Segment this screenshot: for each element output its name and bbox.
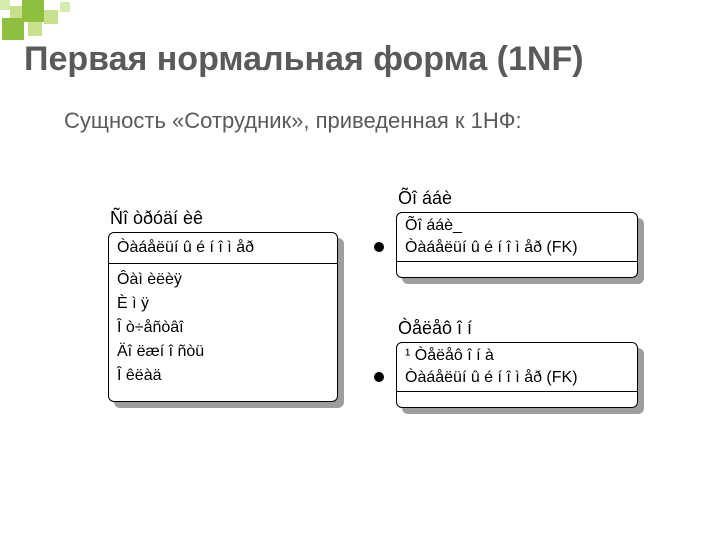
employee-attr-0: Ôàì èëèÿ — [117, 271, 182, 289]
employee-attr-2: Î ò÷åñòâî — [117, 319, 184, 337]
connector-bullet-1 — [374, 242, 384, 252]
hobby-row-0: Õî ááè_ — [405, 217, 462, 235]
phone-row-1: Òàáåëüí û é í î ì åð (FK) — [405, 369, 578, 387]
slide-subtitle: Сущность «Сотрудник», приведенная к 1НФ: — [64, 108, 522, 134]
entity-label-phone: Òåëåô î í — [398, 318, 472, 339]
slide-canvas: { "colors": { "background": "#ffffff", "… — [0, 0, 720, 540]
employee-attr-3: Äî ëæí î ñòü — [117, 343, 204, 361]
slide-title: Первая нормальная форма (1NF) — [24, 40, 584, 79]
hobby-row-1: Òàáåëüí û é í î ì åð (FK) — [405, 239, 578, 257]
entity-label-hobby: Õî ááè — [398, 188, 452, 209]
employee-attr-1: È ì ÿ — [117, 295, 149, 313]
entity-label-employee: Ñî òðóäí èê — [110, 208, 203, 229]
phone-row-0: ¹ Òåëåô î í à — [405, 347, 494, 365]
employee-attr-4: Î êëàä — [117, 367, 161, 385]
connector-bullet-2 — [374, 372, 384, 382]
employee-pk: Òàáåëüí û é í î ì åð — [117, 239, 254, 257]
corner-decoration — [0, 0, 110, 36]
